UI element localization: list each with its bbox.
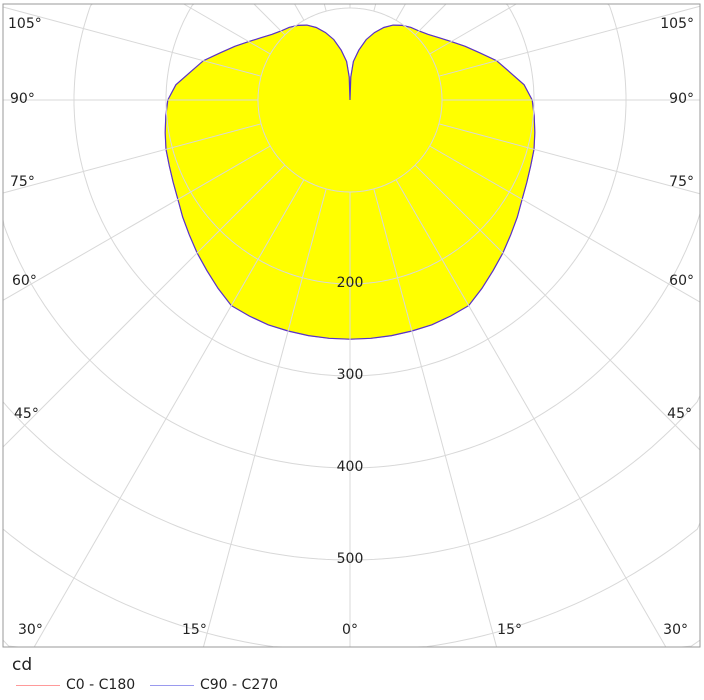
angle-label-right: 60° bbox=[669, 273, 694, 289]
grid-radial-165 bbox=[373, 3, 377, 12]
angle-label-left: 75° bbox=[10, 174, 35, 190]
grid-radial-75 bbox=[2, 123, 262, 194]
angle-label-left: 90° bbox=[10, 91, 35, 107]
angle-label-center: 0° bbox=[342, 622, 358, 638]
angle-label-left: 30° bbox=[18, 622, 43, 638]
grid-radial-120 bbox=[183, 3, 271, 55]
angle-label-right: 90° bbox=[669, 91, 694, 107]
grid-radial-15 bbox=[202, 188, 327, 648]
grid-radial-15 bbox=[373, 188, 498, 648]
grid-radial-105 bbox=[2, 6, 262, 77]
angle-label-left: 45° bbox=[14, 406, 39, 422]
legend-swatch bbox=[16, 684, 60, 686]
radial-tick-label: 500 bbox=[336, 551, 364, 567]
angle-label-right: 15° bbox=[497, 622, 522, 638]
angle-label-right: 30° bbox=[663, 622, 688, 638]
legend-label: C0 - C180 bbox=[66, 677, 136, 693]
grid-radial-105 bbox=[438, 5, 701, 77]
angle-label-left: 60° bbox=[12, 273, 37, 289]
grid-radial-165 bbox=[323, 3, 327, 12]
radial-tick-label: 300 bbox=[336, 367, 364, 383]
grid-radial-45 bbox=[2, 164, 286, 448]
grid-radial-30 bbox=[395, 179, 667, 648]
angle-label-left: 15° bbox=[182, 622, 207, 638]
legend-item-c90-c270: C90 - C270 bbox=[150, 677, 278, 693]
legend-label: C90 - C270 bbox=[200, 677, 279, 693]
plot-frame bbox=[2, 3, 701, 648]
angle-label-right: 75° bbox=[669, 174, 694, 190]
grid-radial-150 bbox=[294, 3, 305, 21]
angle-label-left: 105° bbox=[8, 16, 42, 32]
radial-tick-label: 400 bbox=[336, 459, 364, 475]
radial-tick-label: 200 bbox=[336, 275, 364, 291]
grid-radial-60 bbox=[429, 145, 701, 303]
grid-radial-60 bbox=[2, 145, 271, 301]
grid-radial-135 bbox=[253, 3, 286, 36]
unit-label: cd bbox=[12, 655, 33, 675]
legend-swatch bbox=[150, 684, 194, 686]
angle-label-right: 105° bbox=[660, 16, 694, 32]
grid-radial-30 bbox=[33, 179, 305, 648]
grid-radial-75 bbox=[438, 123, 701, 195]
grid-radial-150 bbox=[395, 3, 406, 21]
grid-radial-135 bbox=[414, 3, 447, 36]
legend-item-c0-c180: C0 - C180 bbox=[16, 677, 135, 693]
grid-radial-45 bbox=[414, 164, 701, 451]
angle-label-right: 45° bbox=[667, 406, 692, 422]
grid-radial-120 bbox=[429, 3, 517, 55]
